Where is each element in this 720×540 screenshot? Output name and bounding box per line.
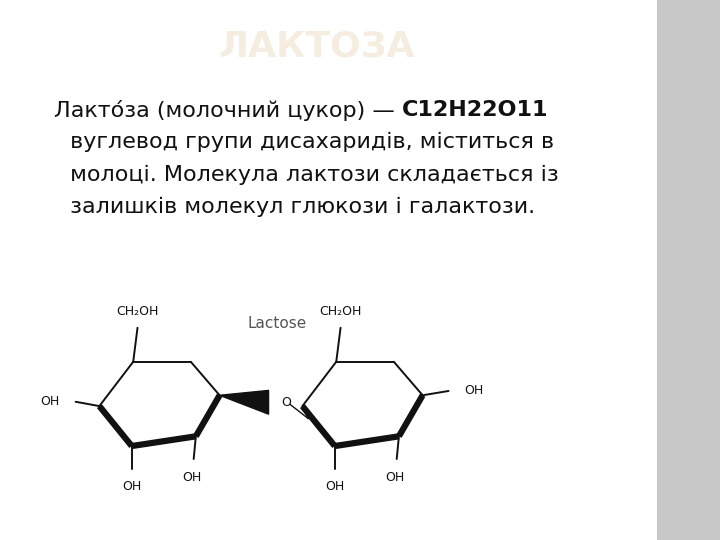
Point <box>127 443 136 449</box>
Text: OH: OH <box>325 480 344 493</box>
Point <box>390 359 398 365</box>
Text: OH: OH <box>40 395 60 408</box>
Text: CH₂OH: CH₂OH <box>117 305 158 318</box>
Text: OH: OH <box>464 384 484 397</box>
Point <box>332 359 341 365</box>
Point <box>215 392 224 399</box>
Text: залишків молекул глюкози і галактози.: залишків молекул глюкози і галактози. <box>63 197 536 217</box>
Line: 2 pts: 2 pts <box>397 436 399 459</box>
Point <box>330 443 339 449</box>
Point <box>192 433 200 440</box>
Point <box>336 325 345 331</box>
Point <box>304 415 312 422</box>
Point <box>95 403 104 409</box>
Point <box>395 433 403 440</box>
Point <box>332 359 341 365</box>
Point <box>304 415 312 422</box>
Point <box>186 359 195 365</box>
Point <box>129 359 138 365</box>
Line: 2 pts: 2 pts <box>99 362 133 406</box>
Text: OH: OH <box>122 480 141 493</box>
Point <box>192 433 200 440</box>
Point <box>189 456 198 462</box>
Point <box>390 359 398 365</box>
Point <box>133 325 142 331</box>
Text: OH: OH <box>183 471 202 484</box>
Line: 2 pts: 2 pts <box>394 362 423 395</box>
Point <box>127 443 136 449</box>
Point <box>192 433 200 440</box>
Text: O: O <box>281 396 291 409</box>
Point <box>418 392 427 399</box>
Point <box>332 359 341 365</box>
Point <box>129 359 138 365</box>
Point <box>286 401 294 408</box>
Text: CH₂OH: CH₂OH <box>320 305 361 318</box>
Point <box>127 465 136 472</box>
Line: 2 pts: 2 pts <box>302 406 335 446</box>
Point <box>298 403 307 409</box>
Polygon shape <box>220 390 269 414</box>
Point <box>127 443 136 449</box>
Line: 2 pts: 2 pts <box>132 436 196 446</box>
Point <box>129 359 138 365</box>
Point <box>330 443 339 449</box>
Line: 2 pts: 2 pts <box>133 328 138 362</box>
Point <box>392 456 401 462</box>
Point <box>71 399 80 405</box>
Line: 2 pts: 2 pts <box>302 362 336 406</box>
Point <box>215 392 224 399</box>
Point <box>395 433 403 440</box>
Point <box>330 465 339 472</box>
Point <box>95 403 104 409</box>
Point <box>395 433 403 440</box>
Line: 2 pts: 2 pts <box>191 362 220 395</box>
Line: 2 pts: 2 pts <box>336 328 341 362</box>
Point <box>186 359 195 365</box>
Line: 2 pts: 2 pts <box>196 395 220 436</box>
Line: 2 pts: 2 pts <box>399 395 423 436</box>
Line: 2 pts: 2 pts <box>302 406 308 418</box>
Text: OH: OH <box>386 471 405 484</box>
Text: вуглевод групи дисахаридів, міститься в: вуглевод групи дисахаридів, міститься в <box>63 132 554 152</box>
Point <box>95 403 104 409</box>
Text: молоці. Молекула лактози складається із: молоці. Молекула лактози складається із <box>63 165 559 185</box>
Point <box>418 392 427 399</box>
Text: Лакто́за (молочний цукор) —: Лакто́за (молочний цукор) — <box>54 100 402 121</box>
Line: 2 pts: 2 pts <box>335 436 399 446</box>
Line: 2 pts: 2 pts <box>99 406 132 446</box>
Point <box>444 388 453 394</box>
Line: 2 pts: 2 pts <box>290 404 308 418</box>
Line: 2 pts: 2 pts <box>76 402 99 406</box>
Line: 2 pts: 2 pts <box>194 436 196 459</box>
Line: 2 pts: 2 pts <box>423 391 449 395</box>
Point <box>298 403 307 409</box>
Text: ЛАКТОЗА: ЛАКТОЗА <box>219 30 415 64</box>
Text: C12H22O11: C12H22O11 <box>402 100 549 120</box>
Point <box>330 443 339 449</box>
Point <box>298 403 307 409</box>
Text: Lactose: Lactose <box>248 316 307 331</box>
Point <box>418 392 427 399</box>
